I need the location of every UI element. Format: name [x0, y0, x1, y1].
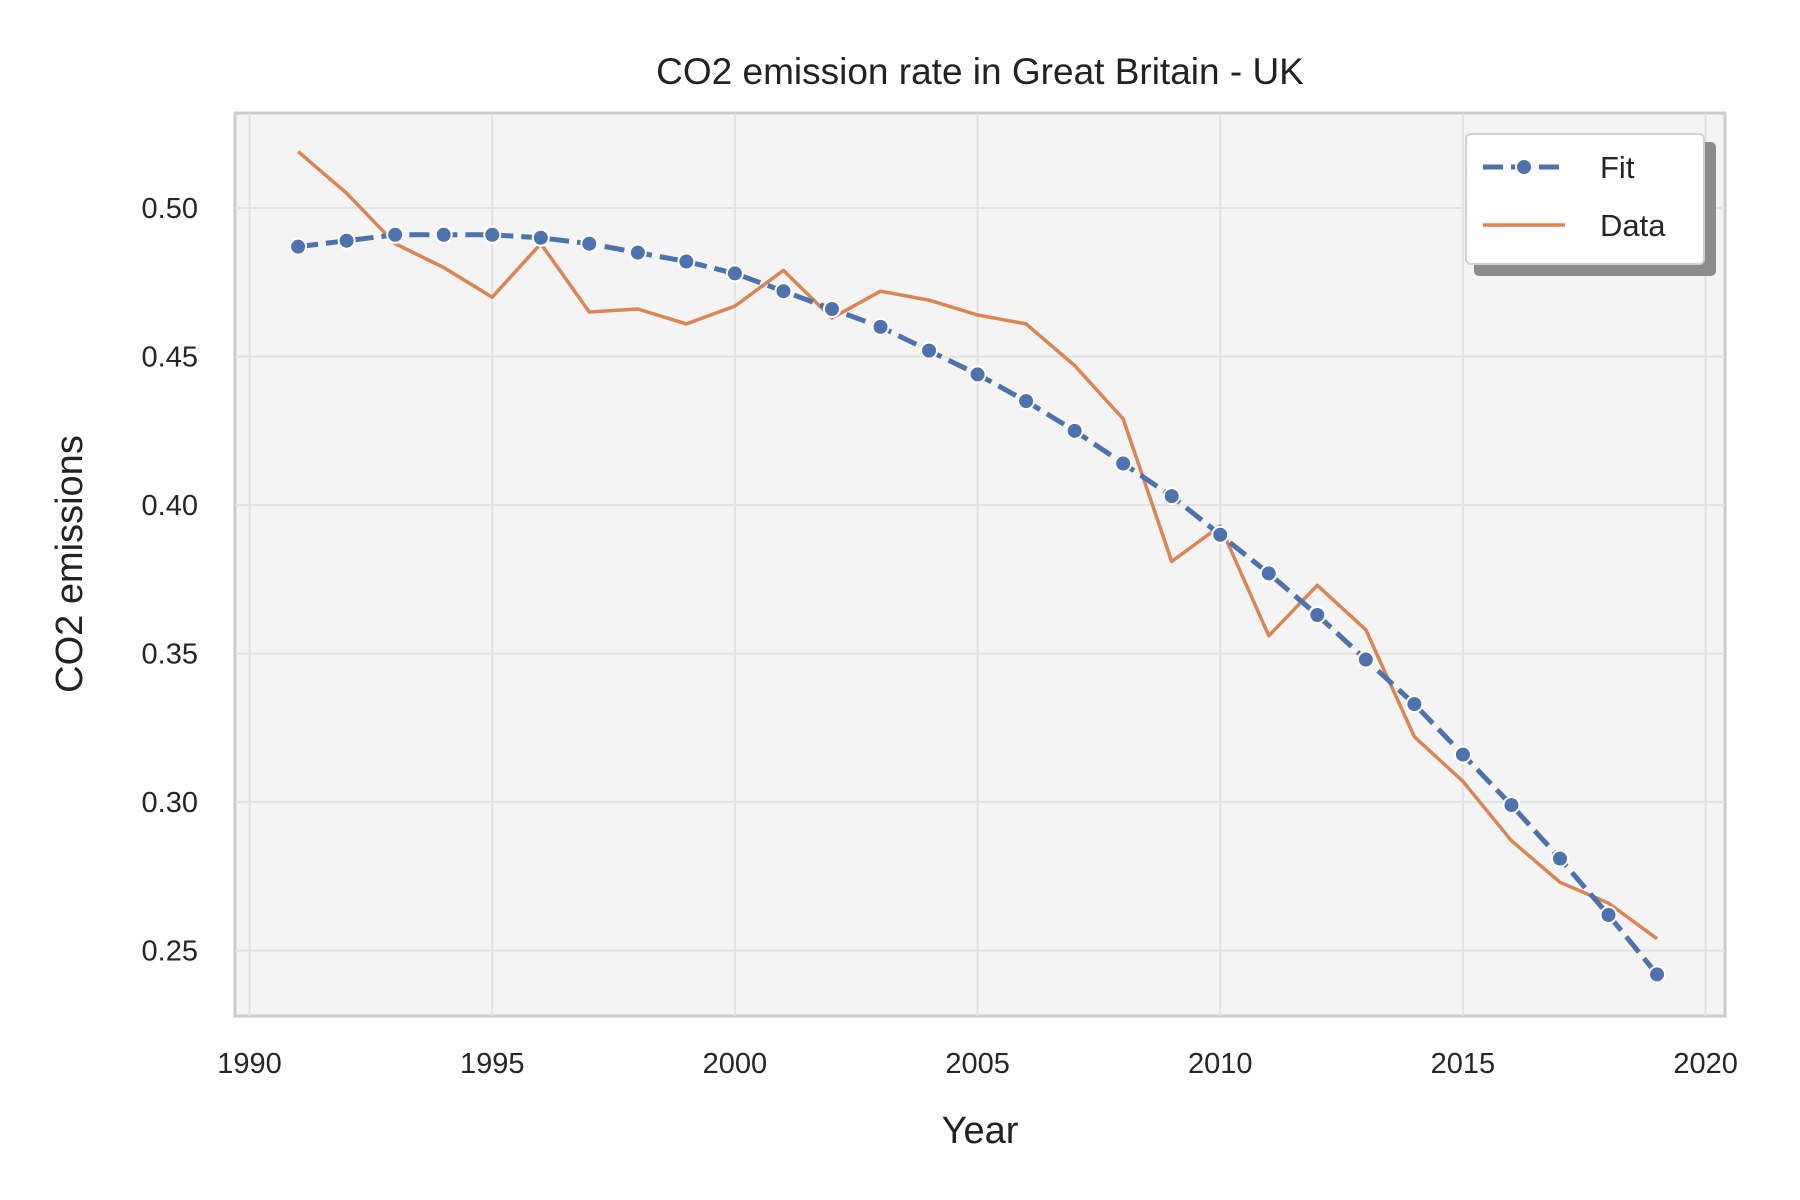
y-tick-label: 0.40	[142, 490, 198, 522]
series-line-data	[296, 150, 1659, 941]
fit-point	[968, 365, 987, 384]
y-ticks: 0.25 0.30 0.35 0.40 0.45 0.50	[142, 193, 198, 968]
series-layer	[289, 150, 1667, 984]
fit-point	[1648, 965, 1667, 984]
fit-point	[1405, 695, 1424, 714]
fit-point	[1550, 849, 1569, 868]
fit-point	[1211, 525, 1230, 544]
legend-label-fit: Fit	[1600, 150, 1635, 185]
x-axis-label: Year	[942, 1110, 1019, 1152]
fit-point	[1114, 454, 1133, 473]
y-tick-label: 0.30	[142, 787, 198, 819]
y-tick-label: 0.45	[142, 342, 198, 374]
fit-point	[580, 234, 599, 253]
x-tick-label: 1995	[460, 1048, 525, 1080]
y-tick-label: 0.25	[142, 936, 198, 968]
fit-point	[822, 300, 841, 319]
legend-marker-fit	[1515, 158, 1533, 176]
fit-point	[1259, 564, 1278, 583]
fit-point	[386, 225, 405, 244]
fit-point	[774, 282, 793, 301]
fit-point	[1599, 906, 1618, 925]
x-tick-label: 2000	[703, 1048, 768, 1080]
fit-point	[1017, 392, 1036, 411]
fit-point	[871, 317, 890, 336]
fit-point	[1065, 421, 1084, 440]
x-ticks: 1990 1995 2000 2005 2010 2015 2020	[217, 1048, 1738, 1080]
y-tick-label: 0.50	[142, 193, 198, 225]
x-tick-label: 2015	[1431, 1048, 1496, 1080]
y-tick-label: 0.35	[142, 639, 198, 671]
fit-point	[434, 225, 453, 244]
fit-point	[920, 341, 939, 360]
legend-label-data: Data	[1600, 208, 1666, 243]
x-tick-label: 2010	[1188, 1048, 1253, 1080]
x-tick-label: 1990	[217, 1048, 282, 1080]
fit-point	[628, 243, 647, 262]
fit-point	[289, 237, 308, 256]
x-tick-label: 2020	[1673, 1048, 1738, 1080]
fit-point	[677, 252, 696, 271]
fit-point	[725, 264, 744, 283]
fit-point	[1308, 605, 1327, 624]
fit-point	[337, 231, 356, 250]
chart-title: CO2 emission rate in Great Britain - UK	[656, 51, 1304, 92]
fit-point	[483, 225, 502, 244]
y-axis-label: CO2 emissions	[49, 435, 91, 693]
legend-box	[1465, 133, 1705, 265]
fit-point	[1162, 487, 1181, 506]
x-tick-label: 2005	[945, 1048, 1010, 1080]
fit-point	[531, 228, 550, 247]
legend: Fit Data	[1465, 133, 1716, 276]
fit-point	[1502, 796, 1521, 815]
fit-point	[1453, 745, 1472, 764]
fit-point	[1356, 650, 1375, 669]
